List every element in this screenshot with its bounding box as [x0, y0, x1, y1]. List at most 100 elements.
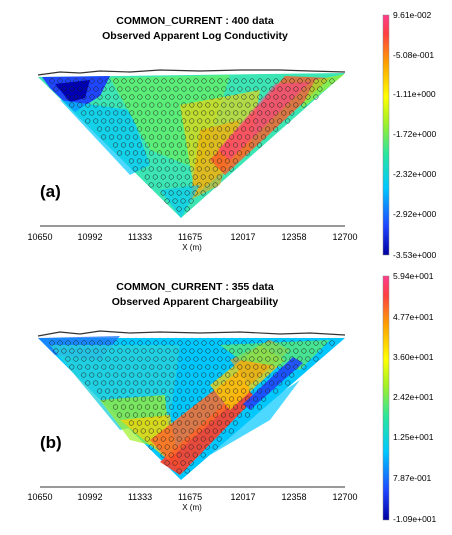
panel-a-colorbar-label: -3.53e+000 — [393, 250, 437, 260]
data-point — [213, 118, 219, 124]
data-point — [240, 142, 247, 148]
data-point — [176, 404, 183, 410]
data-point — [129, 340, 135, 346]
panel-a-x-tick: 12017 — [230, 232, 255, 242]
data-point — [265, 110, 271, 116]
data-point — [145, 110, 151, 116]
panel-a-x-tick: 12700 — [332, 232, 357, 242]
data-point — [169, 372, 175, 378]
data-point — [176, 174, 182, 180]
data-point — [160, 436, 166, 442]
data-point — [168, 190, 174, 196]
data-point — [156, 444, 162, 450]
data-point — [256, 404, 263, 410]
data-point — [225, 340, 231, 346]
data-point — [113, 388, 119, 394]
data-point — [101, 118, 107, 124]
data-point — [201, 340, 207, 346]
data-point — [173, 118, 179, 124]
data-point — [132, 166, 138, 172]
data-point — [152, 404, 159, 410]
data-point — [220, 428, 226, 434]
data-point — [229, 348, 235, 354]
data-point — [156, 182, 162, 188]
data-point — [152, 420, 158, 426]
panel-b-data-points — [49, 340, 335, 474]
panel-a-subtitle: Observed Apparent Log Conductivity — [102, 30, 288, 42]
data-point — [217, 110, 223, 116]
data-point — [173, 102, 179, 108]
data-point — [169, 110, 175, 116]
data-point — [156, 166, 162, 172]
data-point — [77, 86, 83, 92]
data-point — [229, 396, 235, 402]
data-point — [205, 134, 211, 140]
data-point — [153, 94, 159, 100]
data-point — [184, 158, 190, 164]
data-point — [185, 372, 191, 378]
data-point — [125, 396, 131, 402]
panel-a-colorbar-label: -2.32e+000 — [393, 169, 437, 179]
data-point — [172, 428, 178, 434]
data-point — [269, 364, 275, 370]
data-point — [301, 348, 307, 354]
data-point — [156, 150, 163, 156]
data-point — [221, 396, 227, 402]
data-point — [192, 404, 199, 410]
data-point — [224, 404, 231, 410]
data-point — [176, 158, 182, 164]
panel-a-colorbar-label: -2.92e+000 — [393, 209, 437, 219]
data-point — [224, 420, 230, 426]
data-point — [117, 86, 123, 92]
data-point — [281, 110, 287, 116]
data-point — [305, 94, 311, 100]
data-point — [208, 142, 215, 148]
data-point — [209, 94, 215, 100]
data-point — [136, 404, 143, 410]
data-point — [157, 134, 163, 140]
data-point — [236, 412, 243, 418]
data-point — [149, 364, 155, 370]
data-point — [121, 388, 127, 394]
data-point — [221, 364, 227, 370]
data-point — [261, 364, 267, 370]
data-point — [116, 150, 123, 156]
data-point — [121, 340, 127, 346]
data-point — [149, 396, 155, 402]
panel-a-x-label: X (m) — [182, 243, 202, 252]
data-point — [73, 340, 79, 346]
data-point — [101, 102, 107, 108]
data-point — [197, 380, 203, 386]
data-point — [257, 110, 263, 116]
data-point — [201, 78, 207, 84]
data-point — [133, 118, 139, 124]
data-point — [237, 134, 243, 140]
data-point — [141, 134, 147, 140]
data-point — [93, 348, 99, 354]
data-point — [185, 340, 191, 346]
data-point — [169, 78, 175, 84]
data-point — [137, 340, 143, 346]
data-point — [241, 110, 247, 116]
data-point — [85, 348, 91, 354]
data-point — [65, 356, 71, 362]
data-point — [129, 126, 135, 132]
data-point — [192, 174, 198, 180]
data-point — [81, 94, 87, 100]
data-point — [273, 94, 279, 100]
data-point — [241, 78, 247, 84]
data-point — [109, 380, 115, 386]
data-point — [289, 340, 295, 346]
data-point — [157, 348, 163, 354]
data-point — [105, 110, 111, 116]
data-point — [189, 380, 195, 386]
data-point — [212, 150, 219, 156]
data-point — [193, 126, 199, 132]
panel-b-colorbar-label: 3.60e+001 — [393, 352, 434, 362]
data-point — [133, 396, 139, 402]
data-point — [149, 348, 155, 354]
data-point — [173, 396, 179, 402]
data-point — [216, 436, 222, 442]
data-point — [144, 174, 150, 180]
data-point — [197, 396, 203, 402]
